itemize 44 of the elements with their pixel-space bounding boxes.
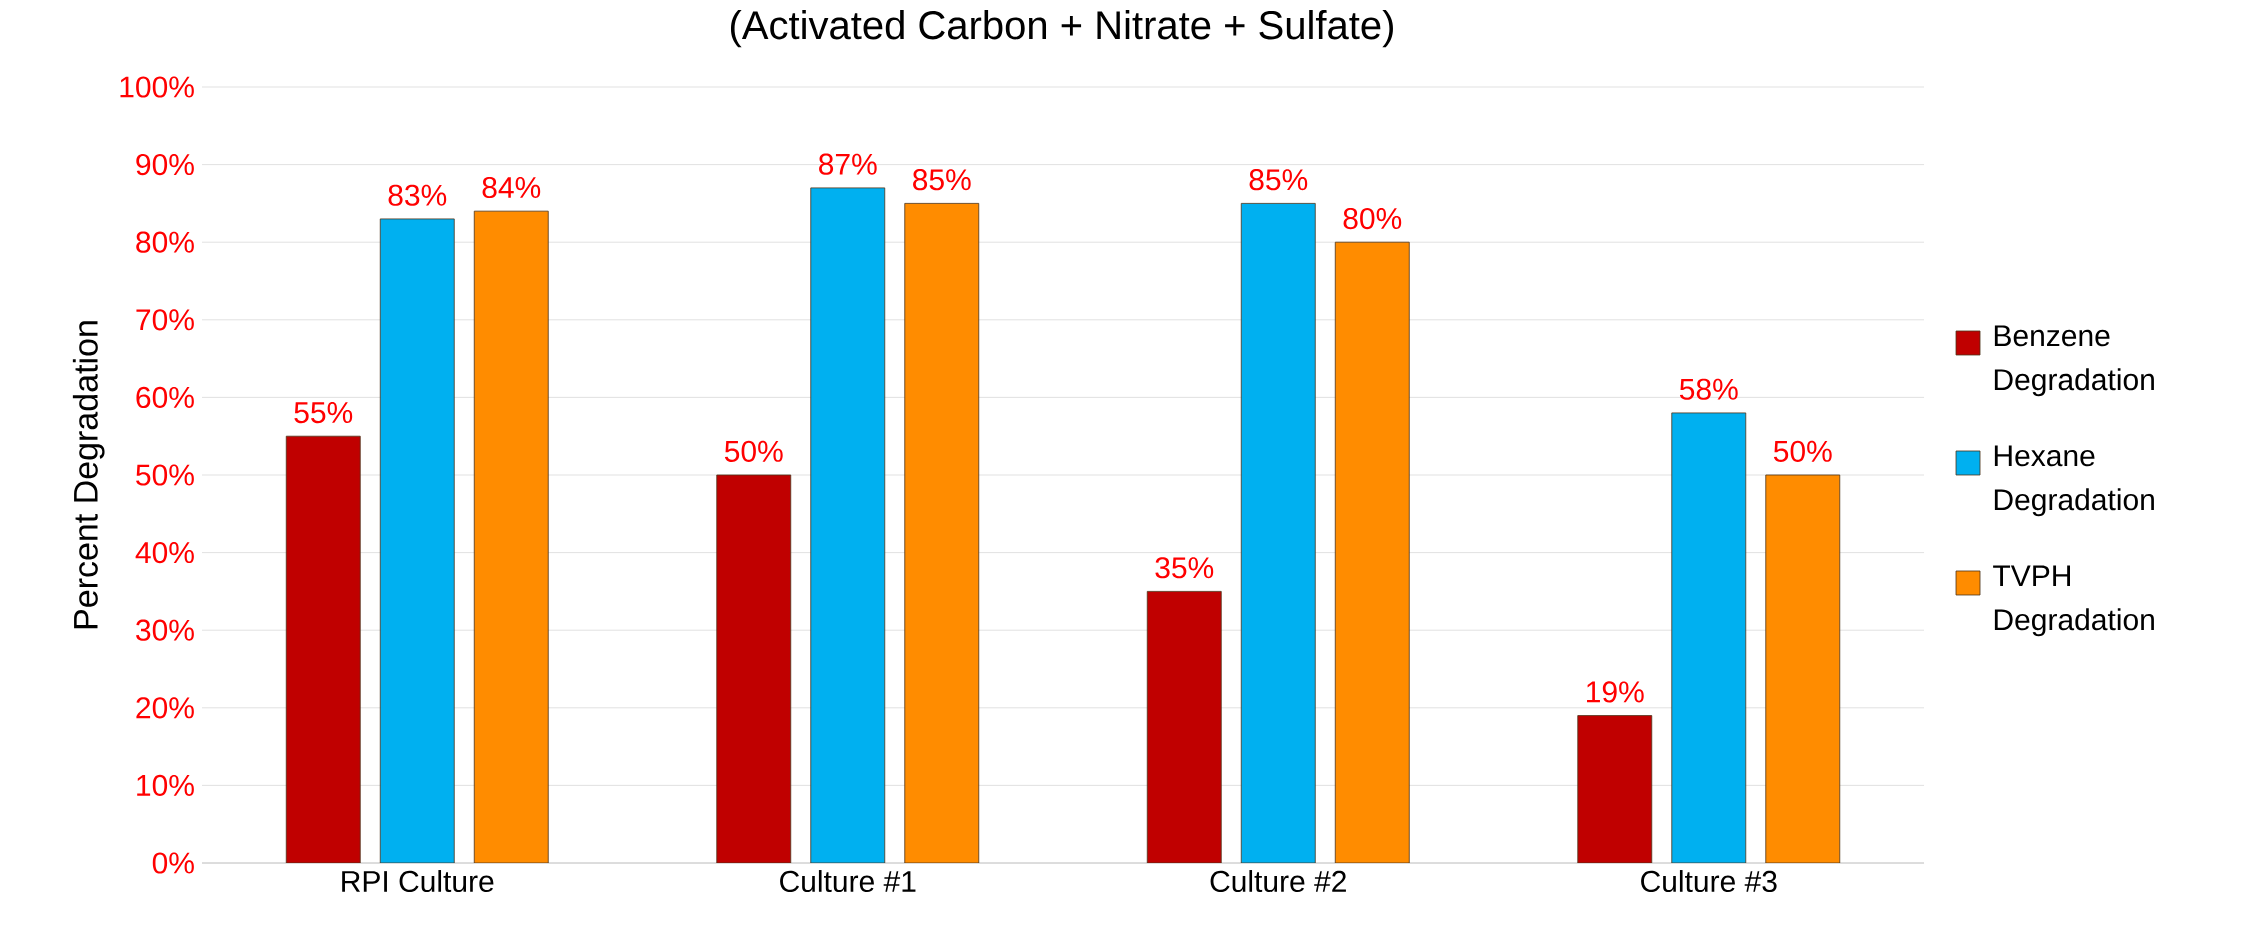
y-tick-label: 60% bbox=[136, 386, 194, 408]
bar bbox=[904, 202, 980, 863]
bar bbox=[1671, 412, 1747, 863]
data-label: 19% bbox=[1587, 681, 1644, 703]
legend-label: Hexane Degradation bbox=[1994, 445, 2154, 517]
legend-label: TVPH Degradation bbox=[1993, 565, 2154, 637]
data-label: 83% bbox=[388, 184, 447, 206]
data-label: 50% bbox=[1773, 440, 1832, 462]
data-label: 50% bbox=[724, 440, 783, 462]
x-tick-label: Culture #3 bbox=[1641, 870, 1777, 893]
y-tick-label: 50% bbox=[136, 464, 194, 486]
y-tick-label: 80% bbox=[136, 231, 194, 253]
bar bbox=[1765, 474, 1841, 863]
bar bbox=[1334, 241, 1410, 863]
bar bbox=[473, 210, 549, 863]
bar bbox=[285, 435, 361, 863]
bar bbox=[810, 187, 886, 863]
data-label: 85% bbox=[1249, 169, 1308, 191]
data-label: 35% bbox=[1155, 557, 1214, 579]
data-label: 58% bbox=[1679, 378, 1738, 400]
bar bbox=[1146, 591, 1222, 863]
data-label: 84% bbox=[482, 176, 541, 199]
y-tick-label: 30% bbox=[136, 619, 194, 641]
data-label: 87% bbox=[819, 153, 877, 175]
y-tick-label: 70% bbox=[136, 309, 194, 331]
y-tick-label: 40% bbox=[135, 541, 194, 564]
chart-title: (Activated Carbon + Nitrate + Sulfate) bbox=[730, 10, 1393, 48]
x-tick-label: RPI Culture bbox=[342, 870, 494, 893]
bar bbox=[1240, 202, 1316, 863]
x-tick-label: Culture #2 bbox=[1210, 870, 1346, 893]
x-tick-label: Culture #1 bbox=[780, 870, 916, 893]
data-label: 80% bbox=[1343, 207, 1402, 230]
y-tick-label: 10% bbox=[137, 774, 194, 797]
bar bbox=[716, 474, 792, 863]
y-tick-label: 100% bbox=[120, 76, 194, 98]
data-label: 55% bbox=[294, 402, 353, 424]
y-axis-title: Percent Degradation bbox=[72, 321, 105, 629]
bar bbox=[1577, 715, 1653, 863]
legend-label: Benzene Degradation bbox=[1994, 325, 2154, 397]
y-tick-label: 0% bbox=[152, 852, 194, 874]
bar bbox=[379, 218, 455, 863]
y-tick-label: 20% bbox=[136, 697, 194, 719]
y-tick-label: 90% bbox=[136, 153, 194, 176]
data-label: 85% bbox=[913, 169, 971, 191]
